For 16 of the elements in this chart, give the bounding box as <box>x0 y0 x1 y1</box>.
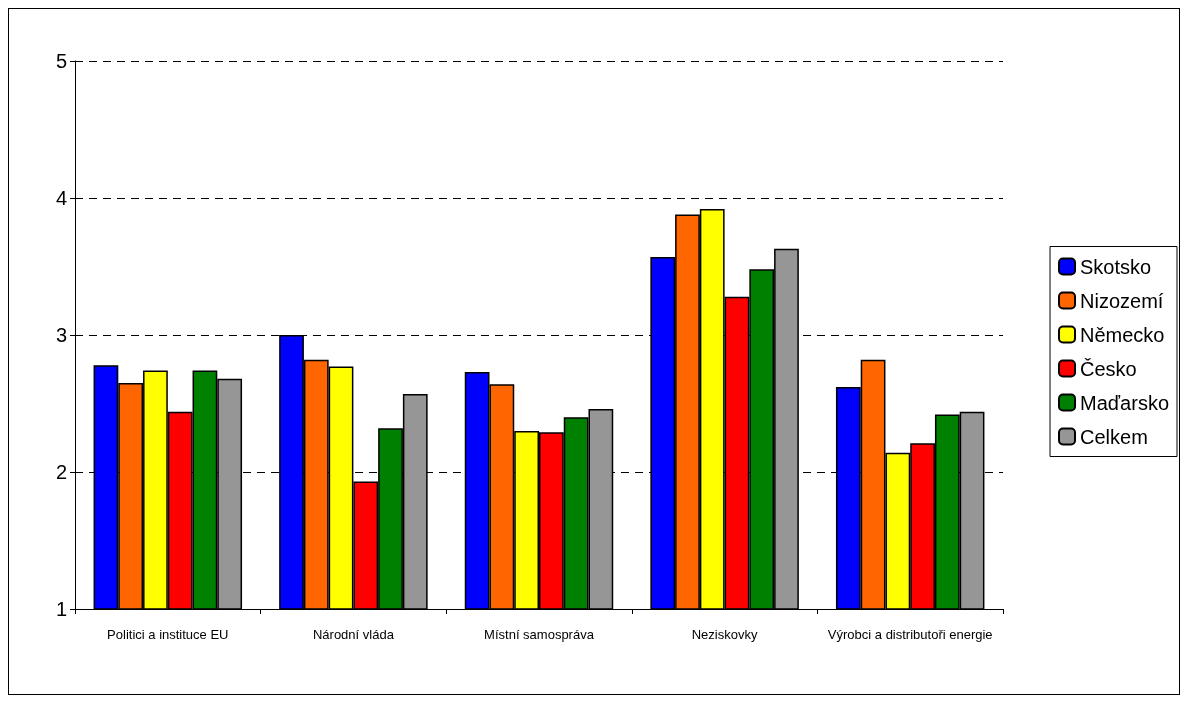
y-tick-label: 1 <box>55 598 67 620</box>
legend-label: Maďarsko <box>1080 391 1169 414</box>
legend-label: Skotsko <box>1080 255 1152 278</box>
legend-label: Celkem <box>1080 425 1148 448</box>
y-tick-label: 3 <box>55 324 67 346</box>
y-tick-label: 2 <box>55 461 67 483</box>
x-tick-label: Neziskovky <box>691 626 758 642</box>
y-tick-label: 4 <box>55 187 67 209</box>
x-tick-label: Národní vláda <box>312 626 395 642</box>
legend-label: Nizozemí <box>1080 289 1164 312</box>
y-tick-label: 5 <box>55 50 67 72</box>
x-tick-label: Místní samospráva <box>484 626 595 642</box>
x-tick-label: Výrobci a distributoři energie <box>827 626 993 642</box>
x-tick-label: Politici a instituce EU <box>107 626 229 642</box>
legend-label: Česko <box>1080 357 1137 380</box>
legend-label: Německo <box>1080 323 1165 346</box>
